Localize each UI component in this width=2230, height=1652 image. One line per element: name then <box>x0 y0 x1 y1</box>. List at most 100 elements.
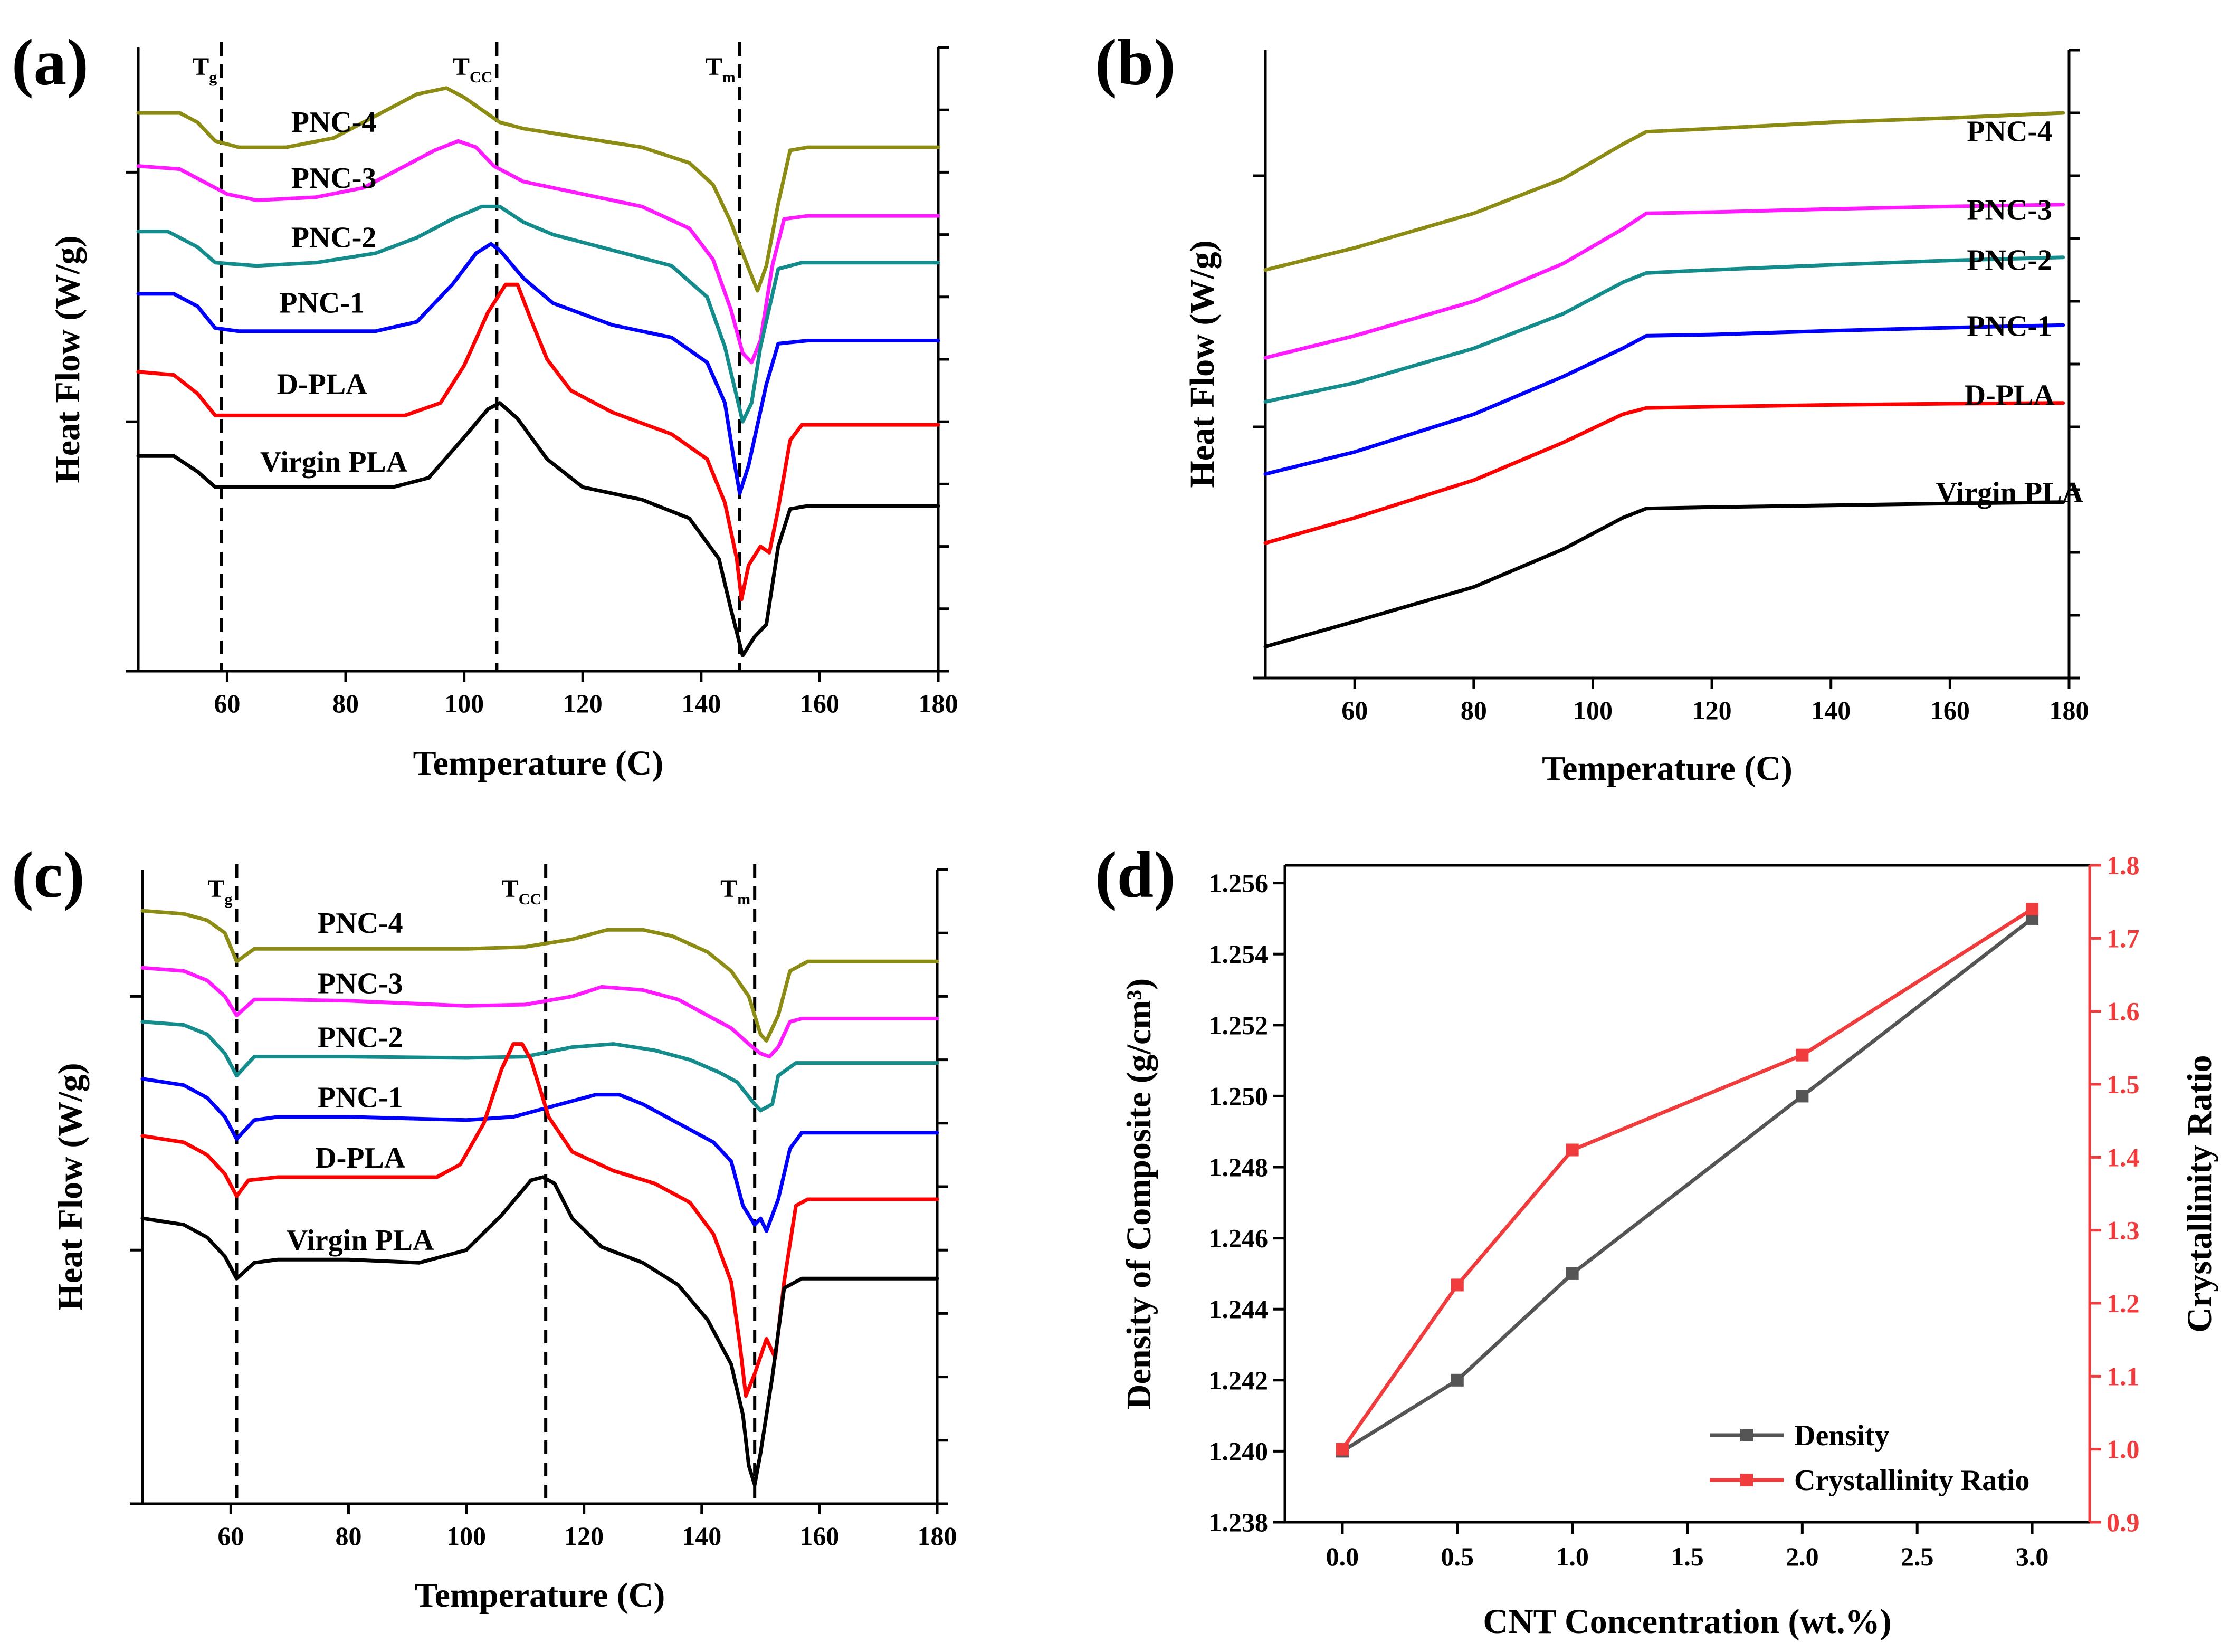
series-line-d-pla <box>136 282 940 601</box>
data-point-density <box>1796 1090 1809 1103</box>
chart-panel-a: (a) 60 80 100 120 140 160 180 Temperature (C) Hea… <box>12 26 958 782</box>
series-line-d-pla <box>1263 401 2065 545</box>
x-axis-title: Temperature (C) <box>413 744 664 782</box>
marker-label-tg: Tg <box>207 875 232 908</box>
y-tick-label: 1.256 <box>1209 868 1269 898</box>
y-tick-label: 1.242 <box>1209 1365 1269 1395</box>
y2-tick-label: 1.3 <box>2107 1216 2140 1245</box>
y2-tick-label: 1.0 <box>2107 1435 2140 1464</box>
x-tick-label: 100 <box>1573 695 1613 725</box>
series-label-d-pla: D-PLA <box>315 1142 406 1174</box>
x-tick-label: 60 <box>1341 695 1368 725</box>
series-label-pnc-4: PNC-4 <box>1967 116 2052 148</box>
y-tick-label: 1.252 <box>1209 1010 1269 1040</box>
series-line-pnc-3 <box>1263 203 2065 360</box>
y2-tick-label: 1.7 <box>2107 923 2140 953</box>
series-label-pnc-4: PNC-4 <box>318 907 403 940</box>
series-line-d-pla <box>140 1042 939 1398</box>
series-label-pnc-4: PNC-4 <box>291 106 377 139</box>
x-tick-label: 100 <box>446 1521 486 1551</box>
data-point-density <box>1451 1373 1464 1387</box>
series-label-pnc-3: PNC-3 <box>318 967 403 1000</box>
marker-label-tm: Tm <box>706 53 736 86</box>
series-line-pnc-2 <box>136 204 940 424</box>
legend-marker-crystallinity-ratio <box>1740 1474 1753 1486</box>
x-tick-label: 120 <box>563 689 603 718</box>
x-axis-title: Temperature (C) <box>415 1576 665 1615</box>
series-line-crystallinity-ratio <box>1340 907 2034 1452</box>
y-axis-title: Heat Flow (W/g) <box>49 235 87 483</box>
marker-label-tcc: TCC <box>502 875 541 908</box>
marker-label-tm: Tm <box>720 875 750 908</box>
panel-label-a: (a) <box>12 26 89 99</box>
y-tick-label: 1.238 <box>1209 1507 1269 1537</box>
y2-tick-label: 1.5 <box>2107 1069 2140 1099</box>
series-line-density <box>1340 916 2034 1453</box>
chart-panel-c: (c) 60 80 100 120 140 160 180 Temperature (C) Hea… <box>12 839 957 1615</box>
y-tick-label: 1.248 <box>1209 1152 1269 1182</box>
series-line-pnc-3 <box>136 139 940 365</box>
series-label-virgin-pla: Virgin PLA <box>1936 476 2083 509</box>
series-line-virgin-pla <box>140 1175 939 1487</box>
series-label-virgin-pla: Virgin PLA <box>287 1224 434 1257</box>
y2-tick-label: 1.4 <box>2107 1142 2140 1172</box>
x-tick-label: 80 <box>335 1521 361 1551</box>
legend-label-crystallinity-ratio: Crystallinity Ratio <box>1794 1464 2029 1497</box>
series-label-d-pla: D-PLA <box>1965 379 2055 412</box>
x-axis-title: CNT Concentration (wt.%) <box>1483 1602 1891 1641</box>
x-tick-label: 1.5 <box>1671 1542 1704 1571</box>
y-tick-label: 1.244 <box>1209 1294 1269 1324</box>
y-tick-label: 1.254 <box>1209 939 1269 969</box>
series-line-virgin-pla <box>1263 500 2065 648</box>
series-label-pnc-3: PNC-3 <box>1967 194 2052 226</box>
y2-tick-label: 1.1 <box>2107 1361 2140 1391</box>
y-tick-label: 1.246 <box>1209 1224 1269 1253</box>
series-line-pnc-2 <box>140 1020 939 1113</box>
chart-panel-d: (d) 0.0 0.5 1.0 1.5 2.0 2.5 3.0 1.238 1.240 1.242 1… <box>1095 839 2219 1641</box>
x-tick-label: 80 <box>1461 695 1487 725</box>
x-tick-label: 180 <box>919 689 958 718</box>
y2-tick-label: 1.8 <box>2107 851 2140 880</box>
x-tick-label: 2.0 <box>1786 1542 1819 1571</box>
marker-label-tcc: TCC <box>453 53 492 86</box>
series-line-pnc-2 <box>1263 255 2065 404</box>
x-tick-label: 140 <box>1811 695 1851 725</box>
y-axis-title: Heat Flow (W/g) <box>1183 240 1222 488</box>
series-label-pnc-1: PNC-1 <box>1967 310 2052 343</box>
x-tick-label: 120 <box>564 1521 604 1551</box>
y-tick-label: 1.250 <box>1209 1081 1269 1111</box>
x-tick-label: 80 <box>332 689 359 718</box>
y2-tick-label: 1.2 <box>2107 1288 2140 1318</box>
panel-label-c: (c) <box>12 839 85 912</box>
x-tick-label: 0.5 <box>1441 1542 1474 1571</box>
series-line-pnc-3 <box>140 966 939 1059</box>
marker-label-tg: Tg <box>192 53 217 86</box>
panel-label-b: (b) <box>1095 26 1176 99</box>
legend-marker-density <box>1740 1429 1753 1441</box>
series-label-pnc-2: PNC-2 <box>291 222 377 254</box>
series-line-virgin-pla <box>136 401 940 657</box>
series-label-pnc-2: PNC-2 <box>1967 244 2052 277</box>
x-tick-label: 160 <box>1930 695 1970 725</box>
y2-tick-label: 0.9 <box>2107 1507 2140 1537</box>
x-tick-label: 160 <box>800 689 840 718</box>
data-point-crystallinity-ratio <box>1566 1143 1579 1157</box>
series-label-virgin-pla: Virgin PLA <box>260 446 408 479</box>
series-label-d-pla: D-PLA <box>277 368 368 400</box>
x-tick-label: 100 <box>444 689 484 718</box>
x-tick-label: 2.5 <box>1901 1542 1934 1571</box>
series-line-pnc-4 <box>1263 111 2065 272</box>
x-tick-label: 140 <box>682 1521 721 1551</box>
series-line-pnc-1 <box>140 1077 939 1233</box>
x-tick-label: 180 <box>2050 695 2089 725</box>
data-point-crystallinity-ratio <box>2026 903 2039 915</box>
y-axis-title: Density of Composite (g/cm³) <box>1120 978 1158 1409</box>
x-tick-label: 1.0 <box>1556 1542 1589 1571</box>
chart-panel-b: (b) 60 80 100 120 140 160 180 Temperature (C) Hea… <box>1095 26 2089 788</box>
series-line-pnc-4 <box>136 86 940 293</box>
x-tick-label: 0.0 <box>1326 1542 1359 1571</box>
series-label-pnc-3: PNC-3 <box>291 162 377 195</box>
panel-label-d: (d) <box>1095 839 1176 912</box>
x-tick-label: 180 <box>918 1521 957 1551</box>
